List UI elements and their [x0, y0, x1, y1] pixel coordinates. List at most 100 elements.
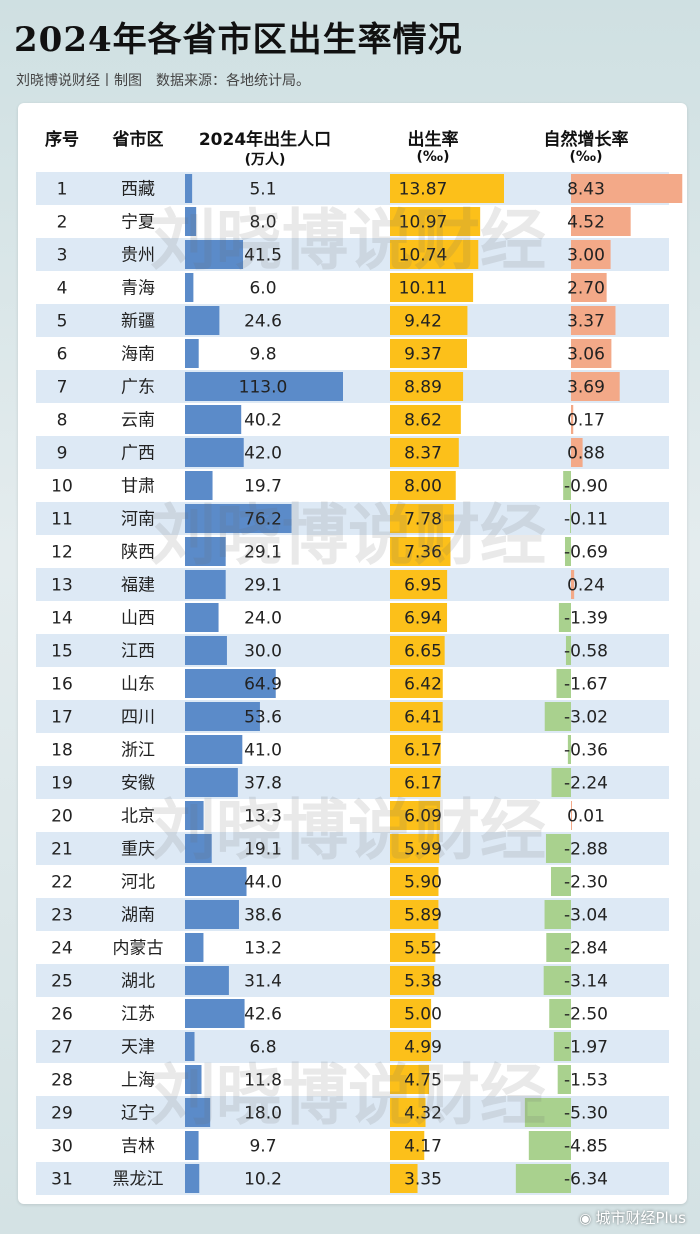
- births-bar: [185, 240, 244, 269]
- header-growth: 自然增长率: [543, 130, 629, 150]
- births-bar: [185, 306, 220, 335]
- header-births: 2024年出生人口: [198, 130, 332, 150]
- births-bar: [185, 900, 239, 929]
- growth-label: -3.14: [564, 972, 608, 992]
- row-region: 陕西: [121, 543, 155, 563]
- growth-bar-positive: [571, 174, 683, 203]
- births-label: 30.0: [244, 642, 282, 662]
- growth-bar-positive: [571, 273, 607, 302]
- growth-bar-negative: [543, 966, 571, 995]
- births-bar: [185, 1032, 195, 1061]
- rate-bar: [390, 207, 481, 236]
- row-rank: 28: [51, 1071, 73, 1091]
- births-label: 13.2: [244, 939, 282, 959]
- rate-label: 10.97: [399, 213, 448, 233]
- row-region: 浙江: [121, 741, 155, 761]
- watermark-text: 刘晓博说财经: [150, 792, 546, 869]
- rate-bar: [390, 1098, 426, 1127]
- row-region: 宁夏: [121, 213, 155, 233]
- rate-bar: [390, 372, 464, 401]
- header-region: 省市区: [112, 130, 164, 150]
- row-region: 云南: [121, 411, 155, 431]
- row-rank: 14: [51, 609, 73, 629]
- births-label: 64.9: [244, 675, 282, 695]
- growth-label: 8.43: [567, 180, 605, 200]
- rate-label: 8.37: [404, 444, 442, 464]
- row-region: 安徽: [121, 774, 155, 794]
- births-label: 9.8: [249, 345, 276, 365]
- growth-bar-negative: [544, 900, 571, 929]
- table-row-stripe: [36, 502, 669, 535]
- births-bar: [185, 537, 226, 566]
- growth-label: -1.39: [564, 609, 608, 629]
- rate-label: 8.89: [404, 378, 442, 398]
- rate-bar: [390, 240, 479, 269]
- rate-bar: [390, 768, 441, 797]
- row-rank: 7: [57, 378, 68, 398]
- growth-bar-negative: [550, 867, 571, 896]
- births-label: 42.0: [244, 444, 282, 464]
- rate-bar: [390, 306, 468, 335]
- row-rank: 5: [57, 312, 68, 332]
- births-label: 10.2: [244, 1170, 282, 1190]
- growth-label: 3.69: [567, 378, 605, 398]
- weibo-icon: ◉: [579, 1211, 592, 1227]
- growth-label: -1.97: [564, 1038, 608, 1058]
- rate-bar: [390, 933, 436, 962]
- table-row-stripe: [36, 370, 669, 403]
- row-rank: 2: [57, 213, 68, 233]
- row-region: 湖北: [121, 972, 155, 992]
- growth-bar-negative: [557, 1065, 571, 1094]
- row-region: 山西: [121, 609, 155, 629]
- row-rank: 31: [51, 1170, 73, 1190]
- births-bar: [185, 834, 212, 863]
- rate-label: 5.52: [404, 939, 442, 959]
- births-label: 76.2: [244, 510, 282, 530]
- rate-label: 5.38: [404, 972, 442, 992]
- rate-label: 9.42: [404, 312, 442, 332]
- growth-label: 0.24: [567, 576, 605, 596]
- births-label: 13.3: [244, 807, 282, 827]
- row-rank: 6: [57, 345, 68, 365]
- row-rank: 3: [57, 246, 68, 266]
- births-bar: [185, 339, 199, 368]
- watermark-text: 刘晓博说财经: [150, 497, 546, 574]
- rate-bar: [390, 834, 440, 863]
- rate-label: 6.94: [404, 609, 442, 629]
- header-rate: 出生率: [407, 130, 459, 150]
- growth-label: 0.01: [567, 807, 605, 827]
- table-row-stripe: [36, 634, 669, 667]
- births-bar: [185, 1098, 211, 1127]
- growth-bar-positive: [571, 438, 583, 467]
- rate-bar: [390, 735, 441, 764]
- data-table-card: 序号 省市区 2024年出生人口 (万人) 出生率 (‰) 自然增长率 (‰) …: [18, 103, 687, 1204]
- growth-label: 3.37: [567, 312, 605, 332]
- row-rank: 10: [51, 477, 73, 497]
- births-bar: [185, 867, 247, 896]
- births-label: 41.5: [244, 246, 282, 266]
- header-rank: 序号: [45, 130, 79, 150]
- births-bar: [185, 273, 194, 302]
- rate-bar: [390, 999, 432, 1028]
- births-bar: [185, 1065, 202, 1094]
- rate-bar: [390, 669, 443, 698]
- births-label: 19.1: [244, 840, 282, 860]
- rate-label: 5.89: [404, 906, 442, 926]
- rate-bar: [390, 1032, 432, 1061]
- footer-text: 城市财经Plus: [595, 1209, 686, 1227]
- row-rank: 17: [51, 708, 73, 728]
- growth-bar-negative: [553, 1032, 571, 1061]
- births-label: 6.0: [249, 279, 276, 299]
- row-region: 贵州: [121, 246, 155, 266]
- growth-bar-positive: [571, 570, 575, 599]
- growth-bar-negative: [544, 702, 571, 731]
- row-rank: 12: [51, 543, 73, 563]
- growth-bar-negative: [528, 1131, 571, 1160]
- rate-label: 5.90: [404, 873, 442, 893]
- growth-bar-negative: [570, 504, 571, 533]
- footer-brand: ◉ 城市财经Plus: [579, 1207, 686, 1228]
- row-region: 辽宁: [121, 1104, 155, 1124]
- row-region: 海南: [121, 345, 155, 365]
- rate-bar: [390, 471, 456, 500]
- header-growth-unit: (‰): [569, 149, 603, 165]
